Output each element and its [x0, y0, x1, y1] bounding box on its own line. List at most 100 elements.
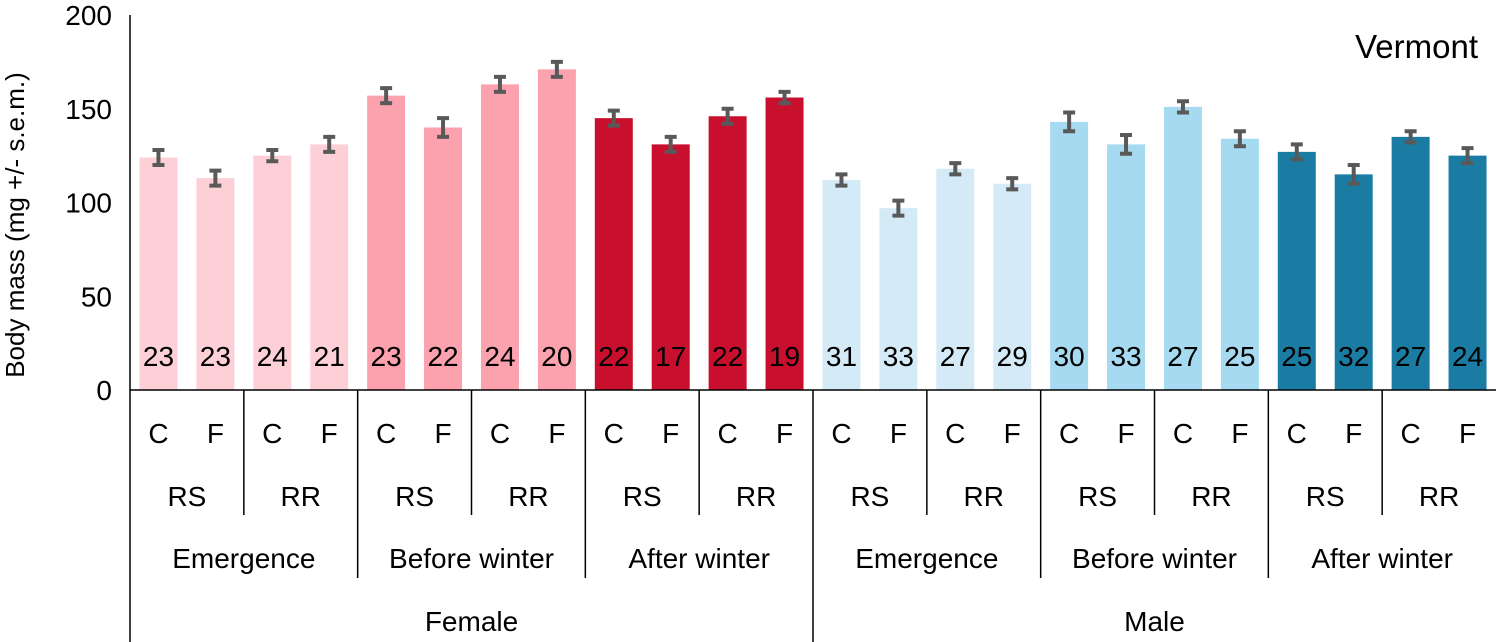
treatment-label: C	[262, 418, 282, 449]
treatment-label: C	[376, 418, 396, 449]
treatment-label: F	[1117, 418, 1134, 449]
sample-size-label: 27	[1167, 341, 1198, 372]
sex-label: Male	[1124, 606, 1185, 637]
y-tick-label: 0	[96, 375, 112, 406]
y-tick-labels: 0 50 100 150 200	[65, 0, 112, 406]
sample-size-label: 32	[1338, 341, 1369, 372]
bar	[367, 95, 406, 390]
sample-size-label: 23	[143, 341, 174, 372]
treatment-label: F	[662, 418, 679, 449]
error-bars-layer	[152, 59, 1474, 218]
bar	[139, 157, 178, 390]
line-label: RS	[850, 481, 889, 512]
period-label: Emergence	[855, 543, 998, 574]
bar	[196, 178, 235, 390]
bar	[1220, 138, 1259, 390]
bar	[708, 116, 747, 390]
bar	[1391, 136, 1430, 390]
bar	[1277, 151, 1316, 390]
bar	[1107, 144, 1146, 390]
bar	[879, 208, 918, 390]
x-category-labels: C F C F C F C F C F C F C F C F C F C F C F C F RS RR RS RR RS RR RS RR…	[148, 390, 1476, 642]
bar	[936, 168, 975, 390]
line-label: RR	[736, 481, 776, 512]
y-axis-label: Body mass (mg +/- s.e.m.)	[0, 72, 30, 378]
treatment-label: F	[1004, 418, 1021, 449]
treatment-label: C	[718, 418, 738, 449]
line-label: RS	[395, 481, 434, 512]
treatment-label: C	[148, 418, 168, 449]
bar	[594, 118, 633, 390]
bar	[1334, 174, 1373, 390]
treatment-label: F	[434, 418, 451, 449]
sample-size-label: 20	[541, 341, 572, 372]
sample-size-label: 19	[769, 341, 800, 372]
treatment-label: F	[776, 418, 793, 449]
line-label: RR	[964, 481, 1004, 512]
bar	[1050, 121, 1089, 390]
treatment-label: F	[1459, 418, 1476, 449]
bar	[1448, 155, 1487, 390]
bar	[424, 127, 463, 390]
sample-size-label: 24	[257, 341, 288, 372]
line-label: RR	[1419, 481, 1459, 512]
sample-size-label: 22	[712, 341, 743, 372]
sample-size-label: 23	[371, 341, 402, 372]
sample-size-label: 31	[826, 341, 857, 372]
sample-size-label: 33	[1110, 341, 1141, 372]
sample-size-labels: 23 23 24 21 23 22 24 20 22 17 22 19 31 33 27 29 30 33 27 25…	[143, 341, 1483, 372]
sample-size-label: 29	[997, 341, 1028, 372]
line-label: RS	[167, 481, 206, 512]
treatment-label: F	[548, 418, 565, 449]
sample-size-label: 24	[1452, 341, 1483, 372]
y-tick-label: 100	[65, 188, 112, 219]
period-label: After winter	[628, 543, 770, 574]
treatment-label: C	[1287, 418, 1307, 449]
period-label: Emergence	[172, 543, 315, 574]
treatment-label: C	[831, 418, 851, 449]
y-tick-label: 50	[81, 281, 112, 312]
treatment-label: C	[1173, 418, 1193, 449]
chart-title: Vermont	[1355, 28, 1478, 65]
line-label: RR	[1191, 481, 1231, 512]
sample-size-label: 24	[484, 341, 515, 372]
treatment-label: F	[1231, 418, 1248, 449]
bars-layer	[139, 69, 1487, 390]
bar	[822, 180, 861, 390]
sample-size-label: 25	[1224, 341, 1255, 372]
bar	[253, 155, 292, 390]
treatment-label: C	[945, 418, 965, 449]
period-label: Before winter	[389, 543, 554, 574]
treatment-label: F	[890, 418, 907, 449]
treatment-label: C	[604, 418, 624, 449]
sample-size-label: 17	[655, 341, 686, 372]
sex-label: Female	[425, 606, 518, 637]
sample-size-label: 27	[940, 341, 971, 372]
period-label: After winter	[1311, 543, 1453, 574]
y-tick-label: 200	[65, 0, 112, 31]
treatment-label: C	[490, 418, 510, 449]
sample-size-label: 33	[883, 341, 914, 372]
treatment-label: F	[207, 418, 224, 449]
sample-size-label: 22	[598, 341, 629, 372]
bar	[993, 183, 1032, 390]
bar	[537, 69, 576, 390]
bar	[1163, 106, 1202, 390]
bar	[480, 84, 519, 390]
line-label: RS	[1306, 481, 1345, 512]
bar	[310, 144, 349, 390]
treatment-label: C	[1401, 418, 1421, 449]
line-label: RS	[623, 481, 662, 512]
sample-size-label: 25	[1281, 341, 1312, 372]
line-label: RR	[508, 481, 548, 512]
sample-size-label: 21	[314, 341, 345, 372]
y-tick-label: 150	[65, 94, 112, 125]
sample-size-label: 27	[1395, 341, 1426, 372]
line-label: RS	[1078, 481, 1117, 512]
treatment-label: F	[321, 418, 338, 449]
sample-size-label: 23	[200, 341, 231, 372]
bar	[651, 144, 690, 390]
treatment-label: F	[1345, 418, 1362, 449]
treatment-label: C	[1059, 418, 1079, 449]
